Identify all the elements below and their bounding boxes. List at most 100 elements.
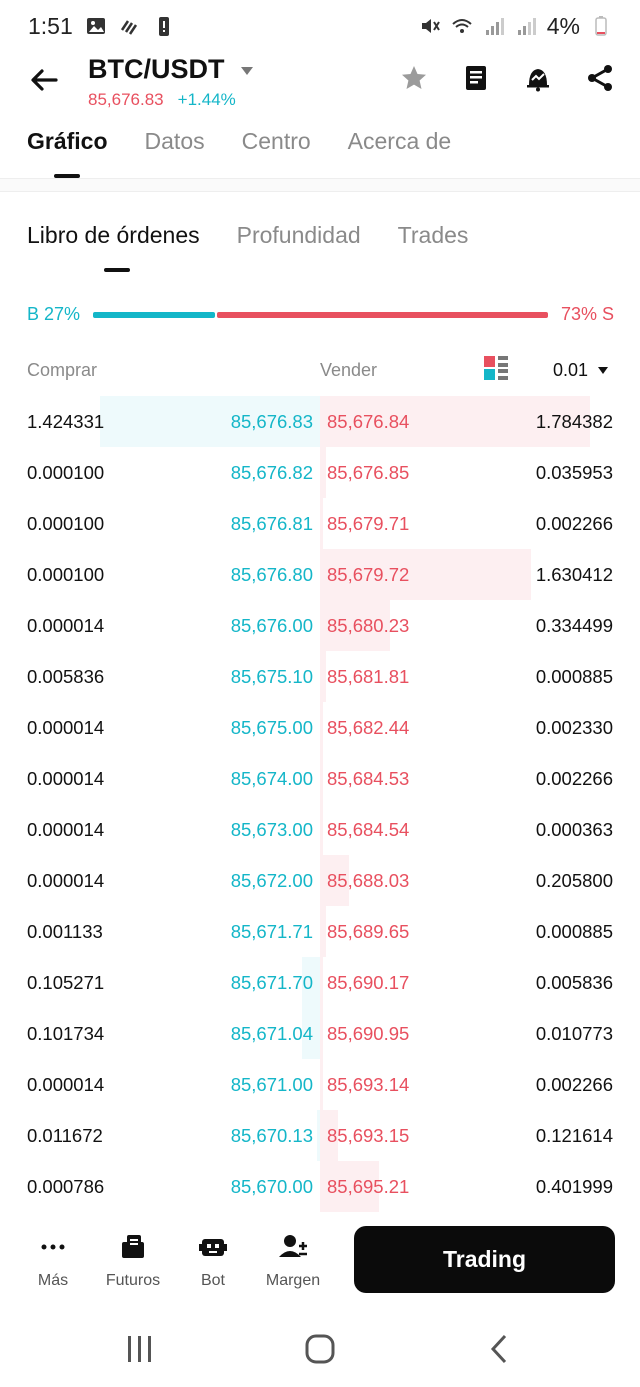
ask-price: 85,690.17 — [327, 972, 410, 993]
share-icon[interactable] — [586, 64, 614, 92]
nav-margen[interactable]: Margen — [253, 1232, 333, 1290]
notebook-icon[interactable] — [462, 64, 490, 92]
bid-quantity: 0.005836 — [27, 666, 105, 687]
bid-price: 85,672.00 — [230, 870, 313, 891]
ratio-bar — [93, 312, 548, 318]
ask-depth-bar — [320, 753, 323, 804]
orderbook-row[interactable]: 0.000014 85,672.00 85,688.03 0.205800 — [0, 855, 640, 906]
bid-quantity: 0.105271 — [27, 972, 105, 993]
ask-quantity: 0.121614 — [535, 1125, 613, 1146]
tab-centro[interactable]: Centro — [241, 128, 311, 154]
layout-toggle-icon[interactable] — [484, 356, 508, 380]
ask-price: 85,676.84 — [327, 411, 410, 432]
ask-price: 85,676.85 — [327, 462, 410, 483]
ask-depth-bar — [320, 957, 323, 1008]
ask-price: 85,680.23 — [327, 615, 410, 636]
ask-depth-bar — [320, 498, 323, 549]
ask-price: 85,679.72 — [327, 564, 410, 585]
back-nav-icon[interactable] — [480, 1332, 520, 1366]
bid-price: 85,676.00 — [230, 615, 313, 636]
recent-apps-icon[interactable] — [120, 1332, 160, 1366]
buy-ratio-label: B 27% — [27, 304, 81, 324]
ask-quantity: 0.000885 — [535, 666, 613, 687]
ask-depth-bar — [320, 396, 590, 447]
home-icon[interactable] — [300, 1332, 340, 1366]
nav-bot[interactable]: Bot — [173, 1232, 253, 1290]
tab-grafico[interactable]: Gráfico — [27, 128, 108, 178]
tab-trades[interactable]: Trades — [397, 222, 469, 248]
bottom-bar: Más Futuros Bot Margen Trading — [0, 1212, 640, 1312]
bid-price: 85,676.82 — [230, 462, 313, 483]
futures-icon — [122, 1235, 144, 1258]
ask-price: 85,695.21 — [327, 1176, 410, 1197]
ask-quantity: 1.784382 — [535, 411, 613, 432]
orderbook-row[interactable]: 0.000014 85,676.00 85,680.23 0.334499 — [0, 600, 640, 651]
precision-value: 0.01 — [552, 360, 588, 380]
bid-price: 85,676.80 — [230, 564, 313, 585]
nav-mas[interactable]: Más — [13, 1232, 93, 1290]
bid-depth-bar — [100, 396, 320, 447]
ask-depth-bar — [320, 447, 326, 498]
chevron-down-icon — [240, 66, 253, 75]
bid-quantity: 0.011672 — [27, 1125, 103, 1146]
orderbook-row[interactable]: 0.000100 85,676.80 85,679.72 1.630412 — [0, 549, 640, 600]
tab-profundidad[interactable]: Profundidad — [236, 222, 361, 248]
bid-price: 85,673.00 — [230, 819, 313, 840]
orderbook-header: Comprar Vender 0.01 — [27, 356, 614, 386]
buy-sell-ratio: B 27% 73% S — [27, 302, 614, 330]
sell-ratio-bar — [217, 312, 548, 318]
clock: 1:51 — [28, 12, 73, 39]
tab-datos[interactable]: Datos — [144, 128, 205, 154]
orderbook-row[interactable]: 0.005836 85,675.10 85,681.81 0.000885 — [0, 651, 640, 702]
ask-depth-bar — [320, 600, 391, 651]
ask-price: 85,684.54 — [327, 819, 410, 840]
bid-price: 85,676.81 — [230, 513, 313, 534]
orderbook-row[interactable]: 0.105271 85,671.70 85,690.17 0.005836 — [0, 957, 640, 1008]
orderbook-row[interactable]: 0.001133 85,671.71 85,689.65 0.000885 — [0, 906, 640, 957]
nav-label: Futuros — [105, 1272, 161, 1289]
ask-depth-bar — [320, 855, 350, 906]
back-arrow-icon[interactable] — [26, 62, 62, 98]
ask-quantity: 0.205800 — [535, 870, 613, 891]
bot-icon — [199, 1239, 227, 1256]
last-price: 85,676.83 — [88, 90, 164, 109]
margin-icon — [279, 1235, 307, 1257]
wifi-icon — [452, 19, 472, 33]
tab-acerca-de[interactable]: Acerca de — [347, 128, 452, 154]
ask-depth-bar — [320, 651, 326, 702]
more-dots-icon — [41, 1244, 65, 1250]
orderbook-row[interactable]: 0.000786 85,670.00 85,695.21 0.401999 — [0, 1161, 640, 1212]
star-icon[interactable] — [400, 64, 428, 92]
bid-price: 85,675.00 — [230, 717, 313, 738]
ask-price: 85,690.95 — [327, 1023, 410, 1044]
bid-quantity: 0.000100 — [27, 513, 105, 534]
bid-quantity: 0.000014 — [27, 819, 105, 840]
ask-quantity: 0.005836 — [535, 972, 613, 993]
pair-selector[interactable]: BTC/USDT — [88, 54, 253, 85]
tab-libro-de-ordenes[interactable]: Libro de órdenes — [27, 222, 200, 272]
bid-quantity: 0.000014 — [27, 615, 105, 636]
orderbook-row[interactable]: 0.000014 85,675.00 85,682.44 0.002330 — [0, 702, 640, 753]
orderbook-row[interactable]: 0.101734 85,671.04 85,690.95 0.010773 — [0, 1008, 640, 1059]
precision-select[interactable]: 0.01 — [553, 360, 608, 381]
nav-label: Más — [37, 1272, 69, 1289]
bid-quantity: 0.000100 — [27, 564, 105, 585]
ask-quantity: 0.401999 — [535, 1176, 613, 1197]
orderbook-row[interactable]: 0.000100 85,676.81 85,679.71 0.002266 — [0, 498, 640, 549]
orderbook-row[interactable]: 0.000014 85,671.00 85,693.14 0.002266 — [0, 1059, 640, 1110]
orderbook-row[interactable]: 0.000100 85,676.82 85,676.85 0.035953 — [0, 447, 640, 498]
bid-depth-bar — [302, 1008, 320, 1059]
price-alert-icon[interactable] — [524, 64, 552, 92]
orderbook-row[interactable]: 1.424331 85,676.83 85,676.84 1.784382 — [0, 396, 640, 447]
orderbook-row[interactable]: 0.011672 85,670.13 85,693.15 0.121614 — [0, 1110, 640, 1161]
nav-label: Bot — [200, 1272, 225, 1289]
ask-quantity: 0.002266 — [535, 513, 613, 534]
ask-depth-bar — [320, 549, 531, 600]
nav-futuros[interactable]: Futuros — [93, 1232, 173, 1290]
trading-button[interactable]: Trading — [354, 1226, 615, 1293]
orderbook-row[interactable]: 0.000014 85,674.00 85,684.53 0.002266 — [0, 753, 640, 804]
orderbook-row[interactable]: 0.000014 85,673.00 85,684.54 0.000363 — [0, 804, 640, 855]
app-header: BTC/USDT 85,676.83 +1.44% — [0, 52, 640, 116]
gallery-icon — [86, 18, 105, 34]
mute-icon — [421, 19, 440, 33]
